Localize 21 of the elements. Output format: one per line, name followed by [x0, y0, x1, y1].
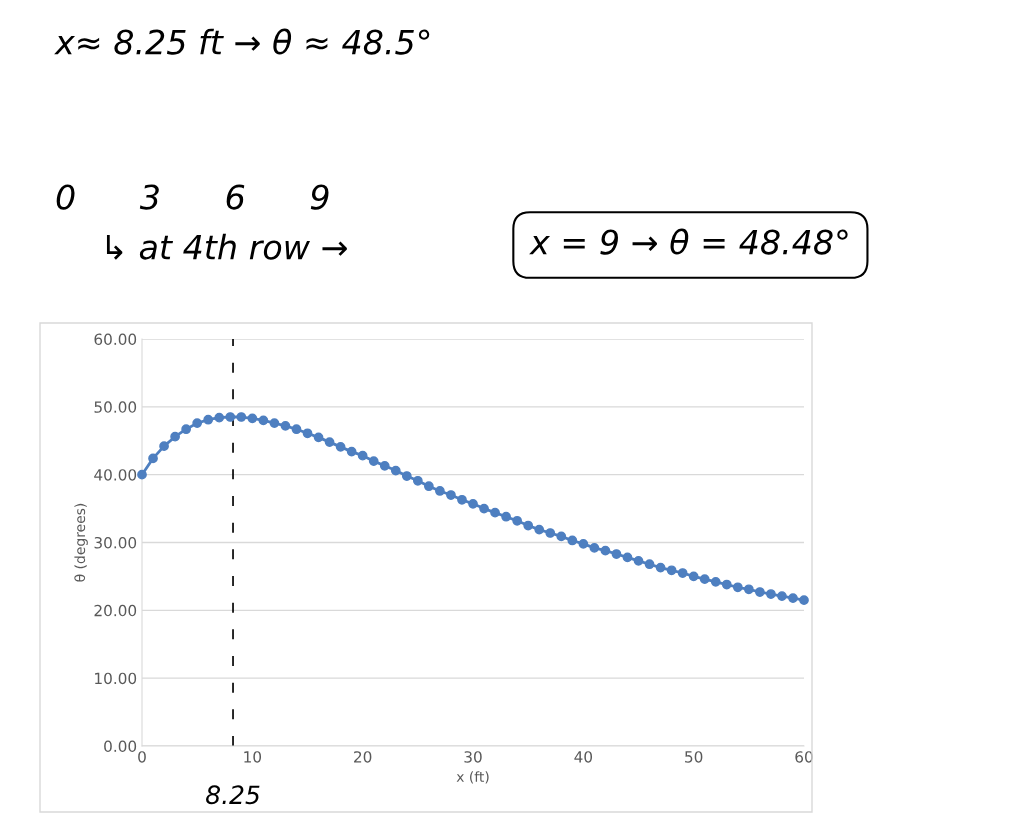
y-tick-label: 30.00	[94, 536, 137, 549]
y-tick-label: 0.00	[104, 740, 137, 753]
text: x≈ 8.25 ft → θ ≈ 48.5°	[54, 28, 430, 55]
x-axis-title: x (ft)	[456, 771, 489, 784]
y-tick-label: 50.00	[94, 401, 137, 413]
x-tick-label: 0	[138, 751, 146, 763]
y-tick-label: 60.00	[94, 333, 137, 346]
x-tick-label: 40	[574, 751, 593, 763]
y-tick-label: 20.00	[94, 604, 137, 617]
x-tick-label: 20	[354, 751, 372, 763]
x-tick-label: 30	[464, 751, 482, 763]
text: 0 3 6 9	[56, 184, 329, 210]
x-tick-label: 10	[244, 751, 262, 763]
x-tick-label: 60	[795, 751, 813, 763]
text: x = 9 → θ = 48.48°	[529, 228, 848, 255]
y-tick-label: 10.00	[95, 672, 137, 685]
text: ↳ at 4th row →	[106, 233, 347, 260]
ref-line-label: 8.25	[206, 785, 260, 805]
y-tick-label: 40.00	[94, 469, 137, 481]
y-axis-title: θ (degrees)	[74, 503, 88, 582]
x-tick-label: 50	[685, 751, 703, 763]
